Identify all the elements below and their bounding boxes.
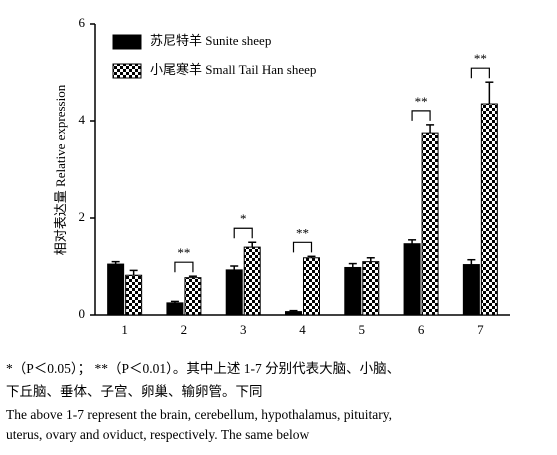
bar [125, 274, 143, 316]
x-tick-label: 1 [121, 322, 128, 337]
bar [107, 263, 125, 316]
x-tick-label: 6 [418, 322, 425, 337]
x-tick-label: 4 [299, 322, 306, 337]
significance-bracket [233, 227, 253, 239]
y-tick-label: 2 [79, 209, 86, 224]
y-tick-label: 0 [79, 306, 86, 321]
y-axis-label: 相对表达量 Relative expression [53, 84, 68, 255]
x-tick-label: 3 [240, 322, 247, 337]
significance-bracket [470, 67, 490, 79]
bar [285, 311, 302, 316]
significance-label: ** [415, 94, 428, 109]
y-tick-label: 4 [79, 112, 86, 127]
bar [184, 277, 202, 316]
x-tick-label: 7 [477, 322, 484, 337]
significance-bracket [411, 110, 431, 121]
caption-line: 下丘脑、垂体、子宫、卵巢、输卵管。下同 [6, 384, 263, 399]
significance-bracket [292, 241, 313, 253]
caption-line: *（P＜0.05）； **（P＜0.01）。其中上述 1-7 分别代表大脑、小脑… [6, 361, 401, 376]
caption-line: uterus, ovary and oviduct, respectively.… [6, 427, 310, 442]
bar [344, 266, 362, 316]
significance-label: ** [474, 51, 487, 66]
significance-label: * [240, 211, 247, 226]
bar [462, 264, 480, 316]
bar [362, 261, 380, 316]
significance-label: ** [296, 225, 309, 240]
bar [421, 132, 439, 316]
legend-swatch [112, 34, 142, 50]
significance-bracket [174, 261, 194, 273]
x-tick-label: 2 [181, 322, 188, 337]
caption-line: The above 1-7 represent the brain, cereb… [6, 407, 392, 422]
bar [225, 269, 243, 316]
bar [403, 243, 421, 316]
y-tick-label: 6 [79, 15, 86, 30]
legend-swatch [112, 63, 142, 79]
legend-label: 苏尼特羊 Sunite sheep [150, 33, 271, 48]
significance-label: ** [177, 245, 190, 260]
bar [166, 302, 184, 316]
bar [480, 103, 498, 316]
bar [243, 246, 261, 316]
x-tick-label: 5 [359, 322, 366, 337]
legend-label: 小尾寒羊 Small Tail Han sheep [150, 62, 316, 77]
bar [303, 257, 320, 316]
